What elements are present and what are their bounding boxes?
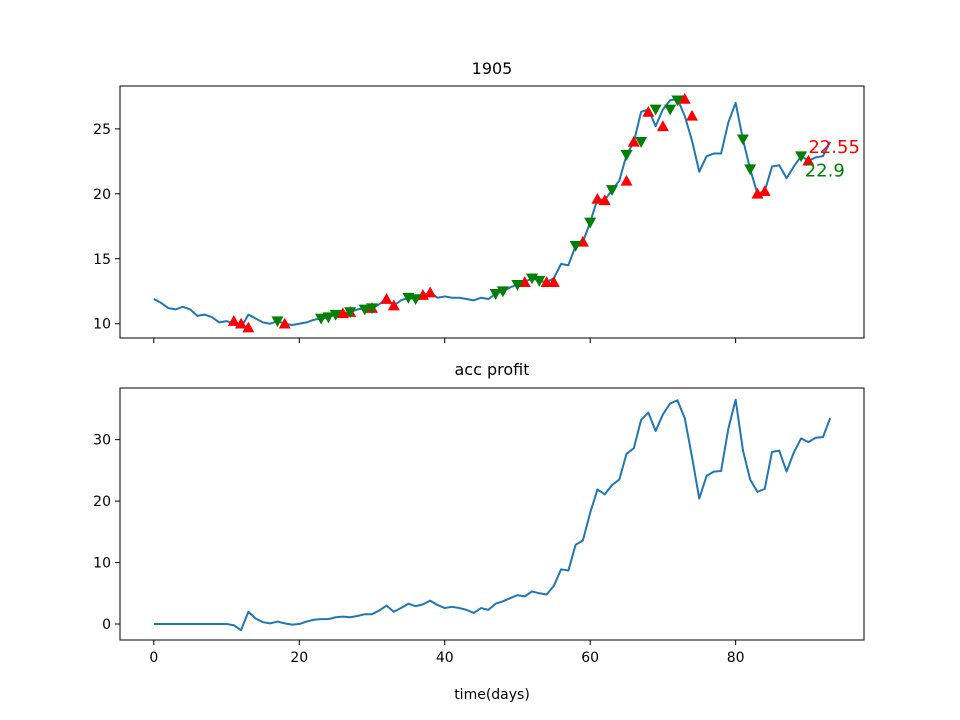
buy-marker (235, 317, 248, 329)
buy-marker (686, 109, 698, 121)
profit-y-tick-label: 20 (93, 494, 111, 510)
sell-marker (569, 240, 582, 252)
sell-marker (409, 294, 422, 306)
price-chart-title: 1905 (472, 59, 513, 78)
profit-y-tick-label: 10 (93, 556, 111, 572)
sell-marker (584, 217, 597, 229)
price-y-tick-label: 10 (93, 317, 111, 333)
buy-marker (227, 315, 240, 326)
profit-series-line (153, 398, 832, 632)
buy-marker (424, 286, 437, 298)
sell-marker (744, 164, 757, 176)
buy-marker (620, 174, 633, 186)
sell-marker (358, 304, 371, 316)
buy-marker (598, 194, 611, 206)
sell-marker (496, 286, 509, 298)
profit-chart-title: acc profit (454, 360, 529, 379)
sell-marker (489, 289, 502, 300)
buy-marker (802, 154, 815, 166)
price-y-tick-label: 20 (93, 187, 111, 203)
profit-x-tick-label: 80 (727, 650, 745, 666)
sell-marker (533, 276, 546, 287)
buy-marker (627, 135, 640, 147)
buy-marker (278, 317, 291, 329)
buy-marker (380, 293, 393, 304)
sell-marker (620, 150, 633, 161)
price-series-line (153, 97, 832, 329)
profit-x-tick-label: 20 (290, 650, 308, 666)
buy-marker (547, 276, 560, 287)
price-annotation: 22.55 (808, 137, 860, 158)
sell-marker (736, 134, 749, 146)
price-annotation: 22.9 (805, 160, 845, 181)
profit-y-tick-label: 0 (102, 617, 111, 633)
buy-marker (591, 193, 604, 204)
sell-marker (511, 279, 524, 291)
profit-x-tick-label: 0 (149, 650, 158, 666)
price-chart-frame (119, 85, 865, 339)
sell-marker (635, 137, 648, 148)
buy-marker (678, 92, 691, 104)
sell-marker (671, 95, 684, 107)
profit-chart-frame (119, 387, 865, 641)
sell-marker (322, 312, 335, 324)
sell-marker (664, 104, 677, 116)
buy-marker (642, 105, 655, 117)
profit-chart: acc profit 0 10 20 30 0 20 40 60 80 time(days) (93, 360, 865, 703)
buy-marker (656, 120, 669, 132)
sell-marker (315, 313, 328, 325)
sell-marker (344, 307, 357, 319)
price-y-tick-label: 15 (93, 252, 111, 268)
profit-x-tick-label: 40 (436, 650, 454, 666)
sell-marker (606, 185, 618, 196)
sell-marker (271, 316, 284, 328)
x-axis-label: time(days) (454, 687, 530, 703)
buy-marker (387, 299, 400, 311)
buy-marker (758, 185, 771, 197)
profit-y-tick-label: 30 (93, 433, 111, 449)
price-y-tick-label: 25 (93, 122, 111, 138)
profit-chart-plot-area: 0 10 20 30 0 20 40 60 80 (93, 398, 832, 666)
sell-marker (366, 303, 378, 315)
sell-marker (329, 309, 342, 321)
buy-marker (518, 276, 531, 287)
profit-x-tick-label: 60 (581, 650, 599, 666)
buy-marker (242, 321, 255, 333)
sell-marker (795, 151, 808, 163)
sell-marker (649, 104, 662, 116)
